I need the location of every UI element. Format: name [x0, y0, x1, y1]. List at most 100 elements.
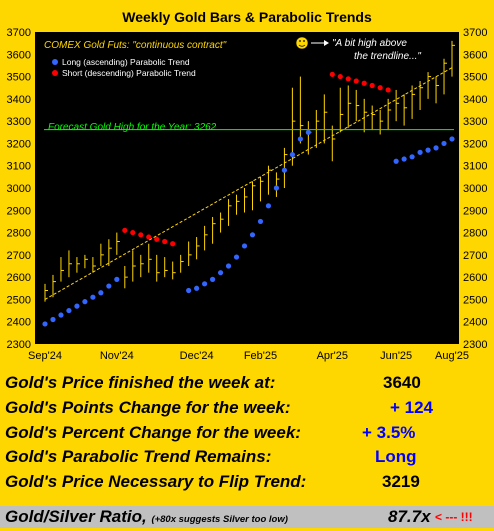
- short-parabolic-dot: [377, 85, 383, 91]
- trendline-line: [44, 67, 453, 300]
- y-tick-right: 2900: [463, 205, 487, 217]
- legend-short-label: Short (descending) Parabolic Trend: [62, 68, 196, 78]
- long-parabolic-dot: [289, 151, 295, 158]
- smiley-icon: [295, 36, 309, 50]
- stat-label: Gold's Percent Change for the week:: [5, 422, 301, 442]
- ratio-warning-arrow: < --- !!!: [435, 510, 473, 524]
- long-parabolic-dot: [58, 312, 64, 318]
- stat-label: Gold's Points Change for the week:: [5, 397, 291, 417]
- stat-value: 3219: [382, 472, 420, 492]
- long-parabolic-dot: [273, 185, 280, 191]
- plot-area: [35, 32, 459, 344]
- y-tick-left: 3500: [7, 72, 31, 84]
- legend-long-label: Long (ascending) Parabolic Trend: [62, 57, 190, 67]
- ratio-label: Gold/Silver Ratio, (+80x suggests Silver…: [5, 506, 288, 528]
- short-parabolic-dot: [369, 82, 375, 89]
- y-tick-left: 2400: [7, 317, 31, 329]
- y-tick-left: 2300: [7, 339, 31, 351]
- stat-value: + 124: [390, 397, 434, 417]
- y-tick-left: 3300: [7, 116, 31, 128]
- parabolic-dots: [42, 71, 455, 327]
- long-parabolic-dot: [265, 203, 272, 209]
- y-tick-right: 3700: [463, 27, 487, 39]
- y-tick-right: 3100: [463, 161, 487, 173]
- chart-subtitle: COMEX Gold Futs: "continuous contract": [44, 40, 227, 51]
- long-parabolic-dot: [281, 167, 288, 173]
- y-tick-right: 2500: [463, 294, 487, 306]
- long-parabolic-dot: [249, 232, 256, 238]
- x-axis: Sep'24 Nov'24 Dec'24 Feb'25 Apr'25 Jun'25 Aug'…: [28, 350, 469, 362]
- trendline: [44, 67, 453, 300]
- y-tick-left: 3000: [7, 183, 31, 195]
- callout-text-2: the trendline...": [354, 51, 421, 62]
- long-parabolic-dot: [42, 321, 48, 327]
- long-parabolic-dot: [425, 147, 431, 153]
- short-parabolic-dot: [385, 87, 391, 93]
- y-tick-left: 3600: [7, 49, 31, 61]
- y-tick-left: 3400: [7, 94, 31, 106]
- y-tick-right: 3600: [463, 49, 487, 61]
- long-parabolic-dot: [433, 145, 439, 151]
- short-parabolic-dot: [337, 73, 343, 80]
- long-parabolic-dot: [82, 299, 88, 305]
- chart-panel: Weekly Gold Bars & Parabolic Trends 2300…: [6, 9, 488, 362]
- long-parabolic-dot: [409, 154, 415, 160]
- long-parabolic-dot: [225, 263, 232, 269]
- long-parabolic-dot: [209, 276, 216, 282]
- long-parabolic-dot: [66, 307, 72, 314]
- price-bars: [44, 40, 455, 302]
- y-tick-left: 2900: [7, 205, 31, 217]
- ratio-note: (+80x suggests Silver too low): [151, 514, 288, 525]
- short-parabolic-dot: [170, 241, 176, 247]
- y-tick-right: 2800: [463, 228, 487, 240]
- x-tick: Dec'24: [180, 350, 214, 362]
- ratio-label-text: Gold/Silver Ratio,: [5, 507, 147, 526]
- long-parabolic-dot: [186, 287, 192, 294]
- stat-value: + 3.5%: [362, 422, 416, 442]
- ratio-value: 87.7x: [388, 507, 431, 526]
- legend-short-marker: [52, 70, 58, 76]
- short-parabolic-dot: [154, 236, 160, 242]
- y-tick-right: 3500: [463, 72, 487, 84]
- stat-label: Gold's Price finished the week at:: [5, 373, 276, 392]
- y-tick-right: 3000: [463, 183, 487, 195]
- y-tick-right: 3300: [463, 116, 487, 128]
- gold-chart: Weekly Gold Bars & Parabolic Trends 2300…: [7, 9, 488, 362]
- y-tick-left: 3100: [7, 161, 31, 173]
- long-parabolic-dot: [401, 156, 407, 162]
- short-parabolic-dot: [138, 232, 144, 238]
- y-tick-right: 2700: [463, 250, 487, 262]
- short-parabolic-dot: [361, 80, 367, 86]
- long-parabolic-dot: [98, 290, 104, 296]
- y-tick-right: 3200: [463, 138, 487, 150]
- stat-label: Gold's Parabolic Trend Remains:: [5, 447, 272, 467]
- y-tick-left: 2600: [7, 272, 31, 284]
- long-parabolic-dot: [106, 283, 112, 289]
- stat-label: Gold's Price Necessary to Flip Trend:: [5, 472, 307, 492]
- y-tick-right: 2600: [463, 272, 487, 284]
- short-parabolic-dot: [130, 229, 136, 236]
- long-parabolic-dot: [74, 303, 80, 309]
- long-parabolic-dot: [241, 243, 248, 249]
- forecast-label: Forecast Gold High for the Year: 3262: [48, 122, 217, 133]
- x-tick: Apr'25: [317, 350, 348, 362]
- legend-long-marker: [52, 59, 58, 65]
- x-tick: Sep'24: [28, 350, 62, 362]
- y-tick-right: 2400: [463, 317, 487, 329]
- y-tick-left: 2800: [7, 228, 31, 240]
- long-parabolic-dot: [305, 129, 311, 135]
- long-parabolic-dot: [90, 294, 96, 300]
- long-parabolic-dot: [393, 158, 399, 164]
- stat-value: Long: [375, 447, 417, 467]
- short-parabolic-dot: [146, 234, 152, 240]
- y-tick-left: 3200: [7, 138, 31, 150]
- y-tick-left: 3700: [7, 27, 31, 39]
- stats-panel: Gold's Price finished the week at: 3640 Go…: [0, 372, 494, 508]
- x-tick: Nov'24: [100, 350, 134, 362]
- long-parabolic-dot: [194, 285, 200, 291]
- y-tick-left: 2700: [7, 250, 31, 262]
- long-parabolic-dot: [441, 140, 447, 147]
- y-tick-right: 2300: [463, 339, 487, 351]
- long-parabolic-dot: [257, 218, 264, 225]
- short-parabolic-dot: [345, 76, 351, 82]
